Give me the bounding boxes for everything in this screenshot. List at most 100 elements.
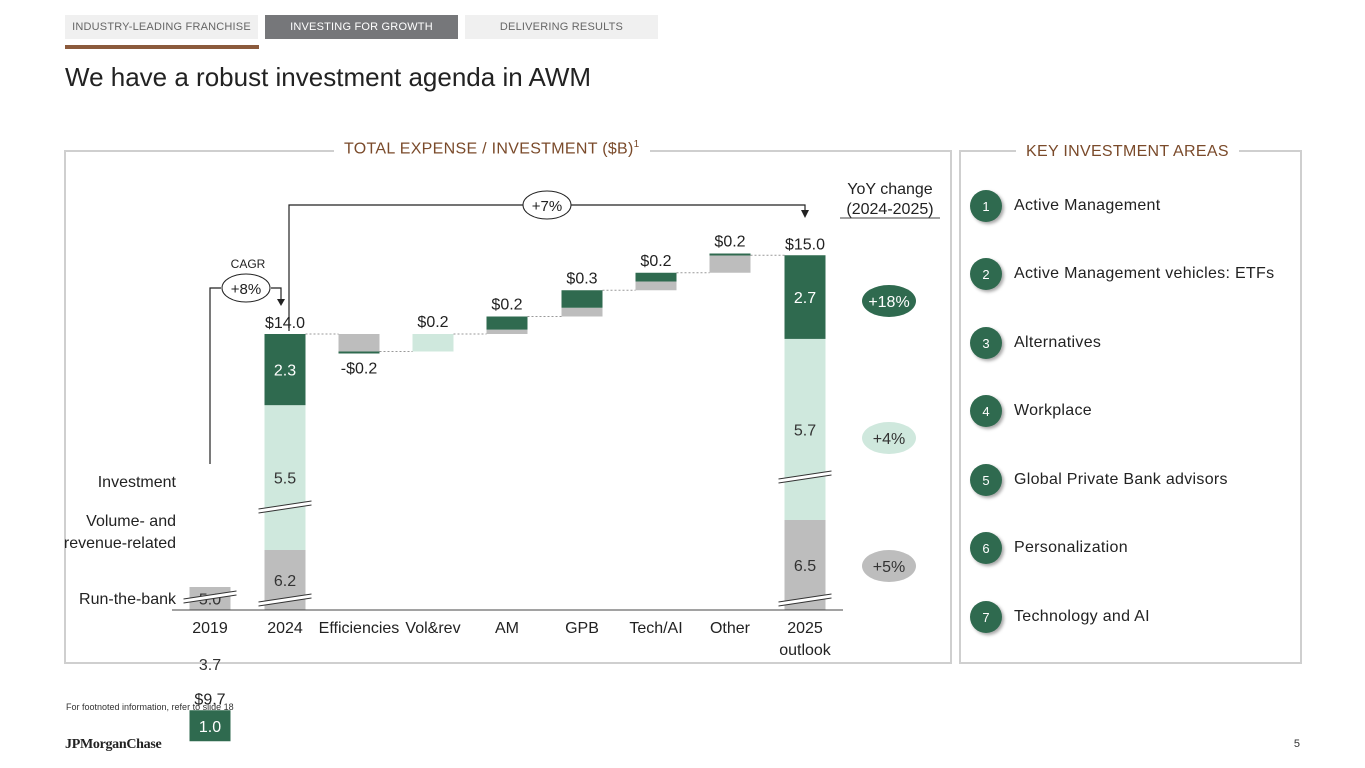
- tab-delivering-results[interactable]: DELIVERING RESULTS: [465, 15, 658, 39]
- segment-label-run-the-bank: Run-the-bank: [79, 591, 177, 608]
- segment-label-volume-related: Volume- and: [86, 513, 176, 530]
- cagr-bracket: [209, 287, 221, 464]
- growth-value: +7%: [532, 198, 562, 215]
- bar-total-label: $15.0: [785, 236, 825, 253]
- yoy-value-run: +5%: [873, 559, 905, 576]
- area-label: Technology and AI: [1014, 608, 1150, 625]
- area-number-badge: 6: [970, 532, 1002, 564]
- category-label: GPB: [565, 620, 599, 637]
- area-label: Active Management vehicles: ETFs: [1014, 265, 1275, 282]
- label-volume-related: 5.7: [794, 422, 816, 439]
- step-segment-investment: [338, 351, 380, 354]
- step-value-label: $0.2: [714, 234, 745, 251]
- step-segment-run: [709, 255, 751, 273]
- bar-total-label: $14.0: [265, 315, 305, 332]
- bar-investment: [784, 255, 826, 339]
- axis-break-line: [183, 590, 237, 600]
- yoy-title: YoY change: [847, 181, 933, 198]
- investment-area-item: 6 Personalization: [970, 532, 1128, 564]
- page-title: We have a robust investment agenda in AW…: [65, 62, 592, 92]
- bar-investment: [264, 334, 306, 406]
- cagr-label: CAGR: [231, 257, 266, 271]
- expense-chart-panel: TOTAL EXPENSE / INVESTMENT ($B)1: [64, 139, 952, 664]
- segment-label-volume-related: revenue-related: [64, 535, 176, 552]
- bar-total-label: $9.7: [194, 691, 225, 708]
- category-label: 2019: [192, 620, 228, 637]
- step-segment-run: [486, 329, 528, 334]
- growth-bracket: [571, 204, 806, 211]
- chart-panel-title-text: TOTAL EXPENSE / INVESTMENT ($B): [344, 140, 634, 158]
- area-number-badge: 5: [970, 464, 1002, 496]
- label-run-the-bank: 6.5: [794, 558, 816, 575]
- investment-area-item: 3 Alternatives: [970, 327, 1101, 359]
- footnote: For footnoted information, refer to slid…: [66, 702, 234, 712]
- axis-break-line: [778, 470, 832, 480]
- investment-area-item: 5 Global Private Bank advisors: [970, 464, 1228, 496]
- bar-volume-related: [784, 338, 826, 520]
- yoy-value-investment: +18%: [868, 294, 909, 311]
- area-number-badge: 4: [970, 395, 1002, 427]
- area-number-badge: 1: [970, 190, 1002, 222]
- bar-investment: [189, 710, 231, 742]
- step-segment-run: [561, 307, 603, 317]
- area-number-badge: 7: [970, 601, 1002, 633]
- step-segment-run: [635, 281, 677, 291]
- axis-break-line: [778, 474, 832, 484]
- axis-break-line: [258, 504, 312, 514]
- jpmorganchase-logo: JPMorganChase: [65, 737, 162, 752]
- label-run-the-bank: 6.2: [274, 573, 296, 590]
- category-label: 2024: [267, 620, 303, 637]
- category-label: Efficiencies: [319, 620, 400, 637]
- cagr-arrowhead: [277, 299, 285, 306]
- category-label: outlook: [779, 642, 832, 659]
- growth-bracket: [288, 204, 523, 331]
- axis-break-gap: [258, 501, 312, 513]
- area-label: Global Private Bank advisors: [1014, 471, 1228, 488]
- cagr-bubble: [221, 273, 271, 303]
- cagr-bracket: [271, 287, 282, 300]
- step-value-label: $0.2: [640, 253, 671, 270]
- tab-underline: [65, 45, 259, 49]
- investment-area-item: 4 Workplace: [970, 395, 1092, 427]
- page-number: 5: [1293, 738, 1300, 750]
- step-segment-investment: [635, 272, 677, 282]
- bar-volume-related: [264, 405, 306, 550]
- key-investment-areas-panel: KEY INVESTMENT AREAS: [959, 143, 1302, 664]
- yoy-value-volume: +4%: [873, 431, 905, 448]
- step-segment-volume: [412, 334, 454, 352]
- area-label: Personalization: [1014, 539, 1128, 556]
- category-label: AM: [495, 620, 519, 637]
- axis-break-gap: [778, 471, 832, 483]
- axis-break-line: [258, 500, 312, 510]
- investment-area-item: 1 Active Management: [970, 190, 1161, 222]
- axis-break-line: [778, 597, 832, 607]
- step-segment-investment: [486, 316, 528, 330]
- step-value-label: $0.2: [491, 297, 522, 314]
- investment-area-item: 7 Technology and AI: [970, 601, 1150, 633]
- step-value-label: $0.2: [417, 314, 448, 331]
- step-segment-investment: [561, 290, 603, 308]
- category-label: Other: [710, 620, 751, 637]
- growth-bubble: [522, 190, 572, 220]
- axis-break-gap: [778, 594, 832, 606]
- axis-break-line: [258, 597, 312, 607]
- step-segment-run: [338, 334, 380, 352]
- tab-industry-leading-franchise[interactable]: INDUSTRY-LEADING FRANCHISE: [65, 15, 258, 39]
- tab-investing-for-growth[interactable]: INVESTING FOR GROWTH: [265, 15, 458, 39]
- label-volume-related: 5.5: [274, 471, 296, 488]
- cagr-value: +8%: [231, 281, 261, 298]
- step-value-label: $0.3: [566, 270, 597, 287]
- category-label: Vol&rev: [405, 620, 460, 637]
- chart-panel-title: TOTAL EXPENSE / INVESTMENT ($B)1: [334, 139, 650, 159]
- label-investment: 2.7: [794, 290, 816, 307]
- bar-run-the-bank: [784, 520, 826, 610]
- investment-area-item: 2 Active Management vehicles: ETFs: [970, 258, 1274, 290]
- area-label: Workplace: [1014, 402, 1092, 419]
- axis-break-gap: [258, 594, 312, 606]
- axis-break-line: [183, 594, 237, 604]
- label-volume-related: 3.7: [199, 657, 221, 674]
- label-investment: 2.3: [274, 363, 296, 380]
- category-label: Tech/AI: [629, 620, 682, 637]
- yoy-bubble-investment: [862, 285, 916, 317]
- area-label: Active Management: [1014, 197, 1161, 214]
